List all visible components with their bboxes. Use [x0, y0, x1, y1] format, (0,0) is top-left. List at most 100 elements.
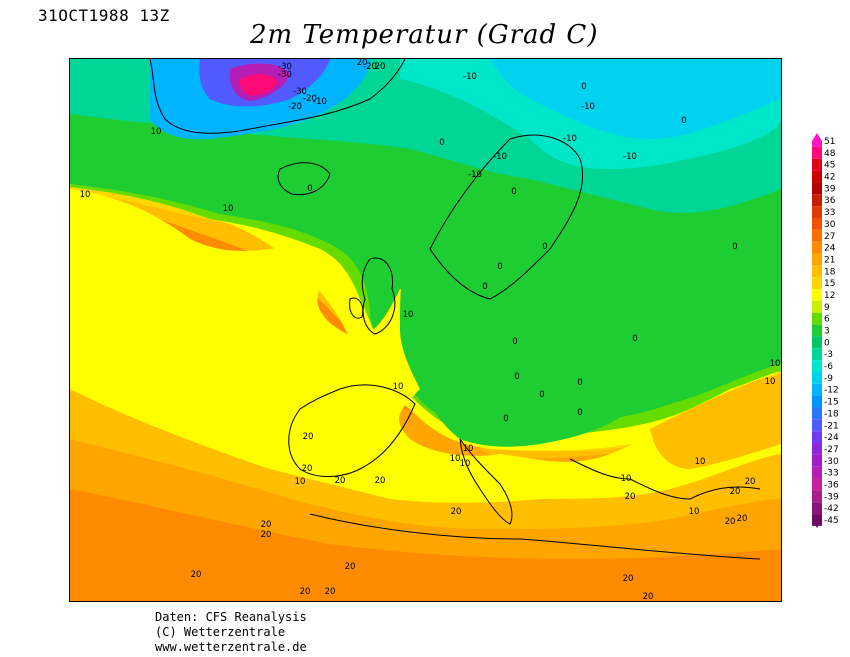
contour-label: 10 [770, 359, 781, 369]
contour-label: 10 [460, 459, 471, 469]
legend-swatch [812, 478, 822, 491]
legend-tick-label: -15 [824, 398, 839, 408]
legend-tick-label: 0 [824, 338, 830, 348]
legend-tick-label: 33 [824, 208, 835, 218]
legend-tick-label: -21 [824, 421, 839, 431]
legend-swatch [812, 348, 822, 361]
legend-swatch [812, 490, 822, 503]
legend-tick-label: -33 [824, 469, 839, 479]
coast-ireland [349, 297, 364, 319]
contour-label: 0 [307, 184, 312, 194]
legend-swatch [812, 146, 822, 159]
contour-label: -10 [623, 152, 637, 162]
contour-label: 0 [497, 262, 502, 272]
legend-tick-label: 30 [824, 220, 836, 230]
coast-iceland [277, 162, 331, 196]
legend-swatch [812, 312, 822, 325]
legend-swatch [812, 241, 822, 254]
contour-label: 10 [450, 454, 461, 464]
contour-label: 20 [451, 507, 462, 517]
contour-label: 10 [463, 444, 474, 454]
coast-iberia [288, 384, 416, 477]
zone-med-24 [70, 489, 781, 601]
legend-tick-label: 51 [824, 137, 835, 147]
legend-tick-label: 6 [824, 315, 830, 325]
legend-tick-label: 3 [824, 327, 830, 337]
legend-bar: 51484542393633302724211815129630-3-6-9-1… [812, 133, 839, 528]
contour-label: 0 [482, 282, 487, 292]
contour-label: 0 [539, 390, 544, 400]
temperature-map: -30 -30 -20 -20 -20 -30 -10 -10 -10 -10 … [69, 58, 782, 602]
contour-label: -30 [293, 87, 307, 97]
coast-black-aegean [569, 458, 761, 500]
legend-swatch [812, 502, 822, 515]
contour-label: -10 [493, 152, 507, 162]
legend-swatch [812, 158, 822, 171]
contour-labels: -30 -30 -20 -20 -20 -30 -10 -10 -10 -10 … [80, 59, 781, 601]
contour-label: 20 [345, 562, 356, 572]
legend-tick-label: -6 [824, 362, 833, 372]
contour-label: -10 [563, 134, 577, 144]
legend-tick-label: 9 [824, 303, 830, 313]
legend-swatch [812, 289, 822, 301]
coastlines [149, 59, 761, 560]
contour-label: 0 [681, 116, 686, 126]
legend-swatch [812, 360, 822, 372]
legend-swatch [812, 324, 822, 337]
contour-label: -10 [581, 102, 595, 112]
legend-swatch [812, 141, 822, 147]
legend-tick-label: -45 [824, 516, 839, 526]
legend-tick-label: -27 [824, 445, 839, 455]
contour-label: -10 [313, 97, 327, 107]
coast-greenland [149, 59, 406, 134]
coast-north-africa [309, 513, 761, 560]
contour-label: 20 [335, 476, 346, 486]
legend-tick-label: 45 [824, 161, 835, 171]
contour-label: -20 [288, 102, 302, 112]
legend-tick-label: -9 [824, 374, 833, 384]
legend-tick-label: 24 [824, 244, 836, 254]
contour-label: 20 [300, 587, 311, 597]
legend-tick-label: 39 [824, 184, 836, 194]
contour-label: 20 [625, 492, 636, 502]
legend-tick-label: -24 [824, 433, 839, 443]
legend-swatch [812, 300, 822, 313]
contour-label: -20 [303, 94, 317, 104]
contour-label: 10 [403, 310, 414, 320]
contour-label: 20 [303, 432, 314, 442]
legend-swatch [812, 466, 822, 479]
legend-tick-label: 21 [824, 255, 835, 265]
contour-label: 10 [223, 204, 234, 214]
legend-swatch [812, 217, 822, 230]
legend-arrow-bottom [812, 520, 822, 528]
legend-swatch [812, 229, 822, 242]
legend-swatch [812, 443, 822, 455]
legend-tick-label: 48 [824, 149, 836, 159]
date-label: 31OCT1988 13Z [38, 6, 170, 25]
contour-label: 10 [80, 190, 91, 200]
contour-label: 0 [512, 337, 517, 347]
legend-tick-label: 18 [824, 267, 836, 277]
legend-tick-label: 42 [824, 173, 835, 183]
contour-label: 10 [295, 477, 306, 487]
color-legend: 51 48 45 42 39 36 33 30 27 24 21 18 15 12 9 6 3 0 -3 -6 -9 -1… [812, 133, 850, 528]
zone-central-3 [400, 229, 630, 447]
contour-label: 0 [503, 414, 508, 424]
contour-label: 20 [261, 530, 272, 540]
legend-tick-label: -12 [824, 386, 839, 396]
contour-label: 10 [393, 382, 404, 392]
map-title: 2m Temperatur (Grad C) [250, 20, 599, 50]
contour-label: 20 [730, 487, 741, 497]
legend-tick-label: -30 [824, 457, 839, 467]
contour-label: 0 [439, 138, 444, 148]
contour-label: 0 [581, 82, 586, 92]
contour-label: -10 [463, 72, 477, 82]
legend-swatch [812, 407, 822, 420]
legend-swatch [812, 419, 822, 432]
zone-greenland-48 [239, 74, 278, 96]
legend-swatch [812, 277, 822, 290]
contour-label: 10 [151, 127, 162, 137]
legend-tick-label: -42 [824, 504, 839, 514]
credit-data-source: Daten: CFS Reanalysis [155, 610, 307, 624]
contour-label: 20 [375, 62, 386, 72]
